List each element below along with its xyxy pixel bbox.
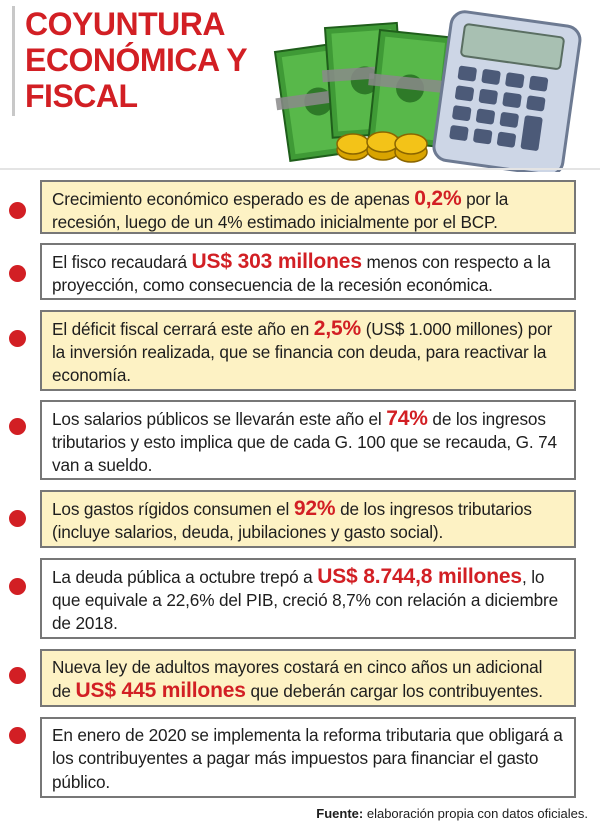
item-highlight: US$ 445 millones bbox=[75, 679, 246, 702]
item-text-post: menos con respecto a la proyección, como… bbox=[52, 252, 551, 295]
bullet-icon bbox=[9, 265, 26, 282]
item-text-pre: En enero de 2020 se implementa la reform… bbox=[52, 725, 563, 792]
item-box: Los gastos rígidos consumen el 92% de lo… bbox=[40, 490, 576, 548]
bullet-icon bbox=[9, 667, 26, 684]
item-text-post: que deberán cargar los contribuyentes. bbox=[245, 681, 543, 701]
item-box: Los salarios públicos se llevarán este a… bbox=[40, 400, 576, 480]
item-text-pre: El fisco recaudará bbox=[52, 252, 192, 272]
item-text-post: , lo que equivale a 22,6% del PIB, creci… bbox=[52, 567, 559, 633]
source-note: Fuente: elaboración propia con datos ofi… bbox=[316, 806, 588, 821]
item-text-pre: Nueva ley de adultos mayores costará en … bbox=[52, 657, 543, 701]
item-text-post: de los ingresos tributarios (incluye sal… bbox=[52, 499, 532, 542]
money-calculator-illustration bbox=[273, 10, 582, 172]
item-box: En enero de 2020 se implementa la reform… bbox=[40, 717, 576, 798]
source-label: Fuente: bbox=[316, 806, 364, 821]
item-text-pre: Crecimiento económico esperado es de ape… bbox=[52, 189, 415, 209]
bullet-icon bbox=[9, 578, 26, 595]
item-highlight: US$ 8.744,8 millones bbox=[317, 565, 522, 588]
item-box: La deuda pública a octubre trepó a US$ 8… bbox=[40, 558, 576, 639]
bullet-icon bbox=[9, 510, 26, 527]
calculator-icon bbox=[432, 10, 582, 172]
bullet-icon bbox=[9, 330, 26, 347]
source-text: elaboración propia con datos oficiales. bbox=[363, 806, 588, 821]
banknotes-icon bbox=[273, 21, 453, 163]
item-text-pre: Los gastos rígidos consumen el bbox=[52, 499, 294, 519]
bullet-icon bbox=[9, 418, 26, 435]
item-highlight: US$ 303 millones bbox=[191, 250, 363, 273]
item-text-pre: La deuda pública a octubre trepó a bbox=[52, 567, 318, 587]
item-text-post: por la recesión, luego de un 4% estimado… bbox=[52, 189, 509, 232]
item-highlight: 2,5% bbox=[313, 317, 362, 340]
bullet-icon bbox=[9, 727, 26, 744]
item-box: El déficit fiscal cerrará este año en 2,… bbox=[40, 310, 576, 391]
item-text-post: (US$ 1.000 millones) por la inversión re… bbox=[52, 319, 553, 385]
title-line-3: FISCAL bbox=[25, 78, 138, 114]
title-line-2: ECONÓMICA Y bbox=[25, 42, 248, 78]
title-block: COYUNTURA ECONÓMICA Y FISCAL bbox=[12, 6, 257, 116]
coins-icon bbox=[336, 131, 428, 163]
item-box: El fisco recaudará US$ 303 millones meno… bbox=[40, 243, 576, 300]
header-divider bbox=[0, 168, 600, 170]
item-highlight: 74% bbox=[386, 407, 428, 430]
item-text-pre: El déficit fiscal cerrará este año en bbox=[52, 319, 314, 339]
item-highlight: 0,2% bbox=[414, 187, 462, 210]
item-highlight: 92% bbox=[293, 497, 336, 520]
title-line-1: COYUNTURA bbox=[25, 6, 225, 42]
item-box: Nueva ley de adultos mayores costará en … bbox=[40, 649, 576, 707]
item-box: Crecimiento económico esperado es de ape… bbox=[40, 180, 576, 234]
header: COYUNTURA ECONÓMICA Y FISCAL bbox=[0, 0, 600, 172]
item-text-post: de los ingresos tributarios y esto impli… bbox=[52, 409, 557, 475]
item-text-pre: Los salarios públicos se llevarán este a… bbox=[52, 409, 387, 429]
bullet-icon bbox=[9, 202, 26, 219]
